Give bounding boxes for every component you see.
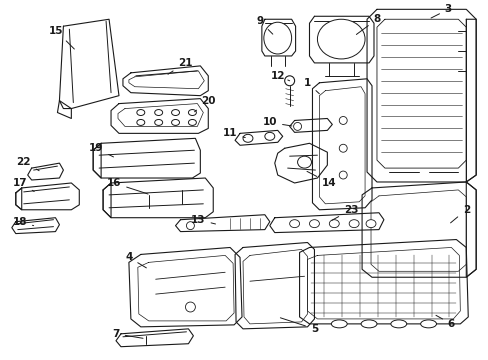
Polygon shape	[307, 247, 459, 319]
Polygon shape	[262, 19, 295, 56]
Polygon shape	[103, 183, 111, 218]
Ellipse shape	[188, 120, 196, 125]
Polygon shape	[60, 19, 119, 109]
Polygon shape	[28, 163, 63, 180]
Text: 5: 5	[280, 318, 317, 334]
Ellipse shape	[264, 22, 291, 54]
Ellipse shape	[185, 302, 195, 312]
Polygon shape	[309, 16, 373, 63]
Polygon shape	[12, 218, 60, 234]
Polygon shape	[466, 19, 475, 182]
Ellipse shape	[348, 220, 358, 228]
Text: 17: 17	[12, 178, 34, 192]
Text: 6: 6	[435, 315, 454, 329]
Ellipse shape	[293, 122, 301, 130]
Ellipse shape	[297, 156, 311, 168]
Polygon shape	[235, 243, 314, 329]
Polygon shape	[466, 182, 475, 277]
Ellipse shape	[339, 144, 346, 152]
Polygon shape	[118, 104, 203, 126]
Text: 8: 8	[356, 14, 380, 35]
Text: 11: 11	[223, 129, 245, 138]
Polygon shape	[93, 143, 101, 178]
Ellipse shape	[154, 120, 163, 125]
Text: 19: 19	[89, 143, 113, 157]
Polygon shape	[16, 183, 79, 210]
Text: 18: 18	[13, 217, 34, 227]
Ellipse shape	[360, 320, 376, 328]
Ellipse shape	[243, 134, 252, 142]
Ellipse shape	[309, 220, 319, 228]
Polygon shape	[16, 188, 21, 210]
Polygon shape	[122, 66, 208, 96]
Polygon shape	[175, 215, 269, 231]
Polygon shape	[129, 247, 242, 327]
Text: 7: 7	[112, 329, 142, 339]
Polygon shape	[138, 255, 234, 321]
Polygon shape	[366, 9, 475, 182]
Polygon shape	[319, 87, 365, 204]
Ellipse shape	[390, 320, 406, 328]
Ellipse shape	[188, 109, 196, 116]
Ellipse shape	[137, 120, 144, 125]
Text: 22: 22	[17, 157, 39, 171]
Polygon shape	[376, 19, 466, 168]
Ellipse shape	[284, 76, 294, 86]
Ellipse shape	[264, 132, 274, 140]
Ellipse shape	[154, 109, 163, 116]
Polygon shape	[116, 329, 193, 347]
Polygon shape	[243, 249, 307, 324]
Text: 9: 9	[256, 16, 272, 34]
Polygon shape	[299, 239, 468, 324]
Text: 1: 1	[303, 78, 319, 94]
Polygon shape	[312, 79, 371, 210]
Polygon shape	[370, 190, 466, 271]
Text: 3: 3	[430, 4, 451, 18]
Ellipse shape	[331, 320, 346, 328]
Ellipse shape	[186, 222, 194, 230]
Polygon shape	[274, 143, 326, 183]
Ellipse shape	[171, 109, 179, 116]
Text: 20: 20	[194, 96, 215, 112]
Polygon shape	[57, 100, 71, 118]
Ellipse shape	[317, 19, 365, 59]
Polygon shape	[235, 130, 282, 145]
Text: 4: 4	[125, 252, 146, 268]
Text: 10: 10	[262, 117, 291, 127]
Text: 16: 16	[106, 178, 148, 194]
Ellipse shape	[420, 320, 436, 328]
Ellipse shape	[366, 220, 375, 228]
Ellipse shape	[289, 220, 299, 228]
Text: 23: 23	[331, 205, 358, 220]
Ellipse shape	[339, 117, 346, 125]
Text: 2: 2	[449, 205, 469, 223]
Ellipse shape	[171, 120, 179, 125]
Ellipse shape	[339, 171, 346, 179]
Ellipse shape	[328, 220, 339, 228]
Ellipse shape	[137, 109, 144, 116]
Polygon shape	[129, 71, 204, 89]
Text: 13: 13	[191, 215, 215, 225]
Polygon shape	[269, 213, 383, 233]
Text: 15: 15	[49, 26, 74, 49]
Polygon shape	[93, 138, 200, 178]
Text: 12: 12	[270, 71, 289, 81]
Polygon shape	[289, 118, 332, 132]
Text: 14: 14	[306, 171, 336, 188]
Text: 21: 21	[167, 58, 192, 74]
Polygon shape	[361, 182, 475, 277]
Polygon shape	[111, 99, 208, 133]
Polygon shape	[103, 178, 213, 218]
